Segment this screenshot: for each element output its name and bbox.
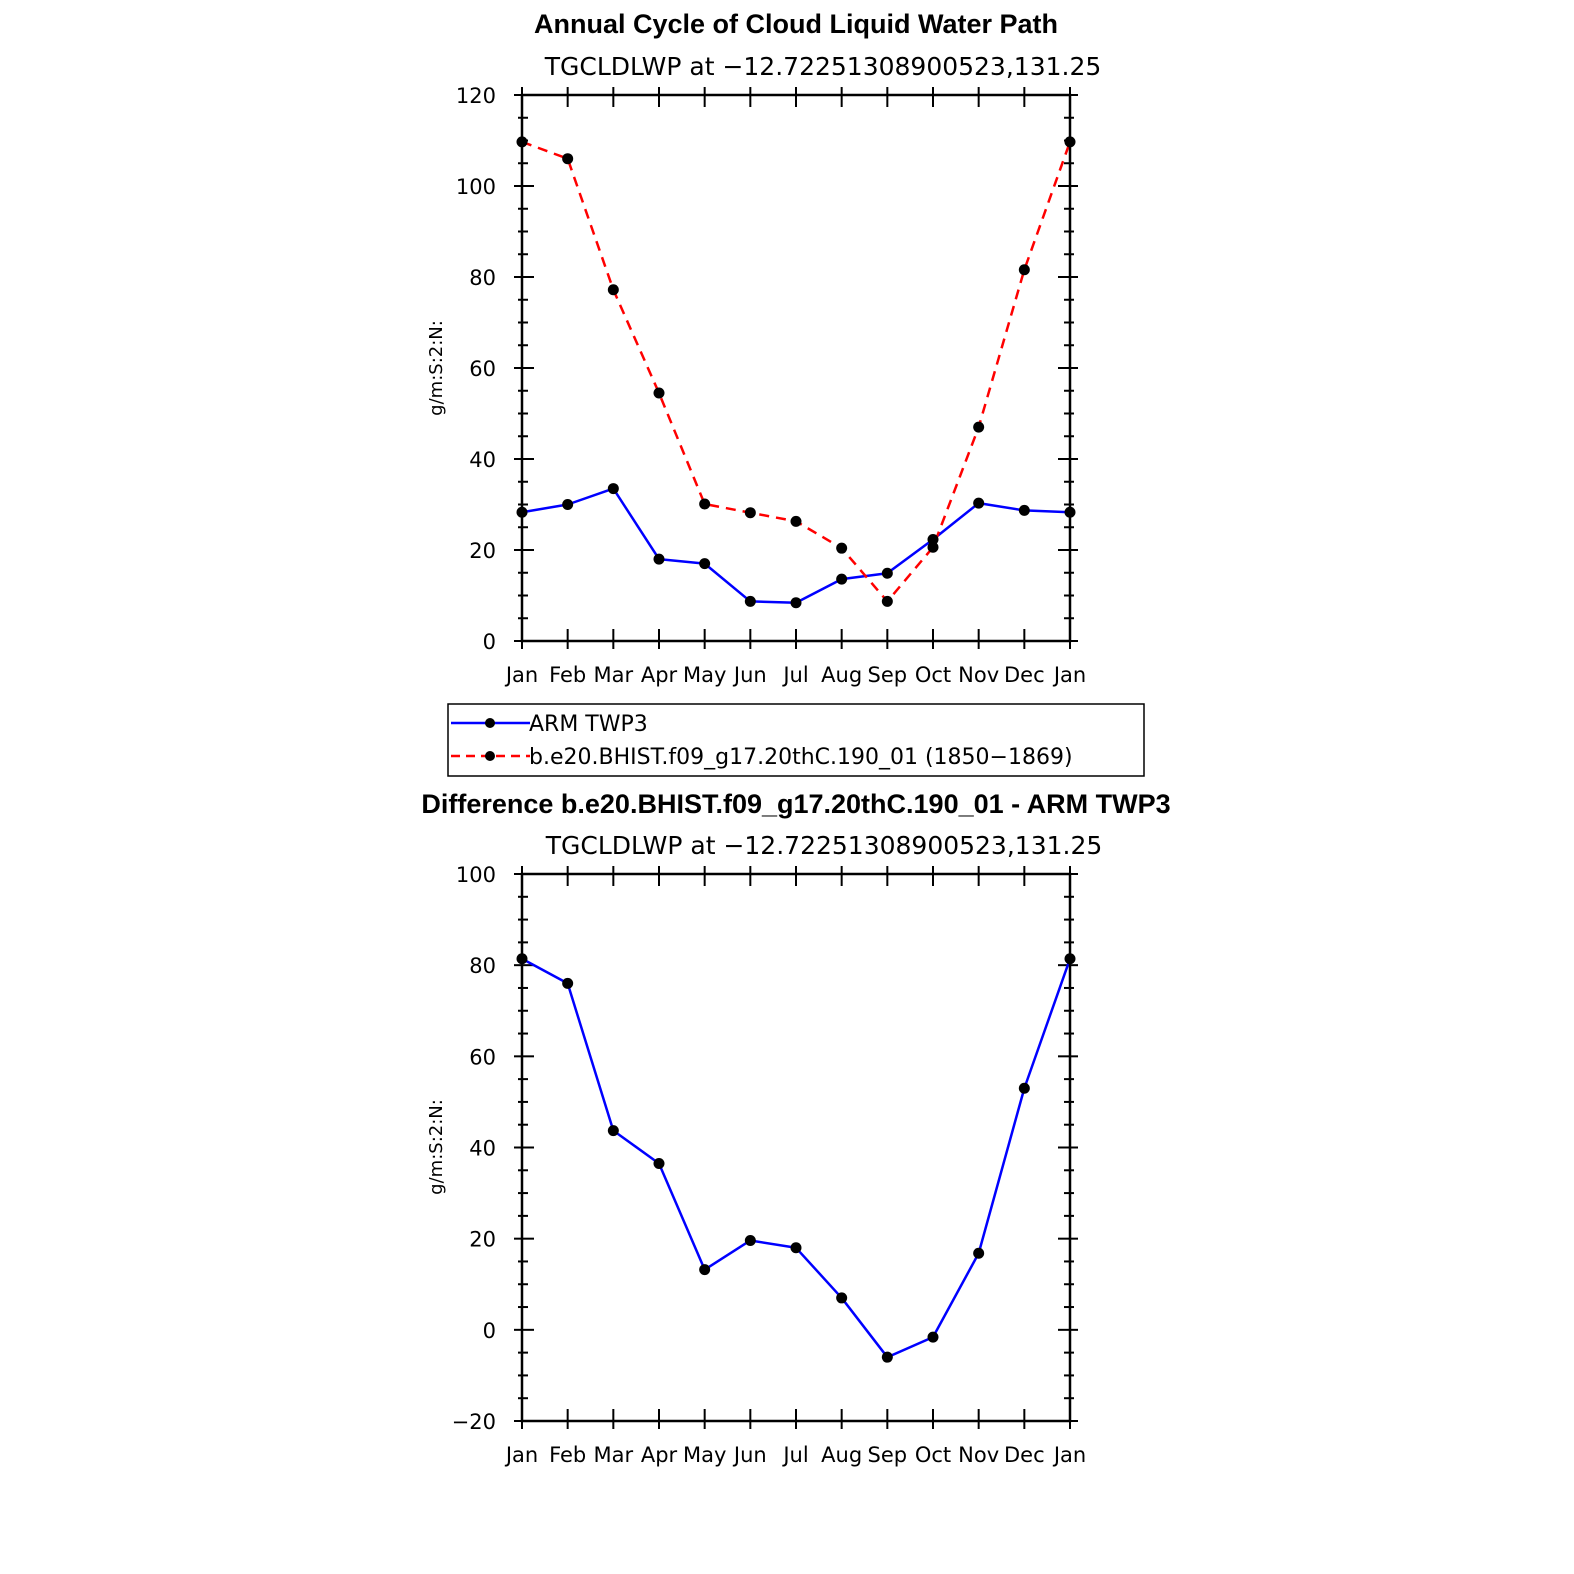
x-tick-label: Jun — [732, 663, 767, 687]
x-tick-label: Feb — [549, 663, 586, 687]
data-point — [607, 284, 619, 296]
data-point — [927, 534, 939, 546]
data-point — [653, 553, 665, 565]
x-tick-label: May — [683, 1443, 726, 1467]
data-point — [699, 558, 711, 570]
data-point — [744, 507, 756, 519]
data-point — [836, 573, 848, 585]
x-tick-label: Mar — [594, 663, 634, 687]
y-tick-label: 40 — [469, 448, 496, 472]
x-tick-label: Feb — [549, 1443, 586, 1467]
data-point — [1018, 1082, 1030, 1094]
data-point — [927, 541, 939, 553]
data-point — [562, 977, 574, 989]
data-point — [836, 1292, 848, 1304]
data-point — [973, 497, 985, 509]
data-point — [607, 1125, 619, 1137]
data-point — [562, 499, 574, 510]
x-tick-label: Jul — [781, 663, 808, 687]
legend: ARM TWP3 b.e20.BHIST.f09_g17.20thC.190_0… — [447, 703, 1145, 777]
y-tick-label: 100 — [456, 175, 496, 199]
x-tick-label: Dec — [1004, 1443, 1045, 1467]
series-line-0 — [521, 957, 1072, 1359]
data-point — [973, 421, 985, 433]
legend-label-model: b.e20.BHIST.f09_g17.20thC.190_01 (1850−1… — [529, 745, 1073, 770]
plot-frame — [520, 93, 1072, 643]
x-tick-label: Jan — [1052, 1443, 1086, 1467]
y-tick-label: 80 — [469, 266, 496, 290]
data-point — [836, 542, 848, 554]
data-point — [653, 387, 665, 399]
chart-title: Annual Cycle of Cloud Liquid Water Path — [534, 9, 1058, 39]
plot-frame — [520, 872, 1072, 1423]
difference-panel: Difference b.e20.BHIST.f09_g17.20thC.190… — [421, 789, 1170, 1467]
data-point — [1018, 504, 1030, 516]
chart-subtitle: TGCLDLWP at −12.72251308900523,131.25 — [544, 52, 1102, 81]
x-tick-label: Nov — [958, 1443, 999, 1467]
x-tick-label: Aug — [821, 1443, 862, 1467]
x-tick-label: Nov — [958, 663, 999, 687]
data-point — [790, 515, 802, 527]
data-point — [653, 1157, 665, 1169]
y-tick-label: 40 — [469, 1137, 496, 1161]
x-tick-label: May — [683, 663, 726, 687]
data-point — [744, 595, 756, 607]
x-tick-label: Jan — [1052, 663, 1086, 687]
data-point — [744, 1234, 756, 1246]
chart-subtitle: TGCLDLWP at −12.72251308900523,131.25 — [545, 831, 1103, 860]
y-tick-label: 60 — [469, 1045, 496, 1069]
data-point — [881, 1351, 893, 1363]
data-point — [927, 1331, 939, 1343]
x-tick-label: Jun — [732, 1443, 767, 1467]
y-tick-label: 20 — [469, 1228, 496, 1252]
data-point — [881, 595, 893, 607]
x-tick-label: Jan — [504, 1443, 538, 1467]
x-tick-label: Dec — [1004, 663, 1045, 687]
y-axis-label: g/m:S:2:N: — [426, 1099, 447, 1195]
x-tick-label: Apr — [641, 663, 678, 687]
series-line-0 — [521, 487, 1071, 605]
x-tick-label: Oct — [915, 1443, 951, 1467]
series-line-1 — [521, 140, 1072, 603]
legend-marker-model — [485, 751, 495, 761]
legend-label-arm: ARM TWP3 — [529, 712, 648, 737]
data-point — [699, 498, 711, 510]
chart-title: Difference b.e20.BHIST.f09_g17.20thC.190… — [421, 789, 1170, 819]
data-point — [607, 483, 619, 495]
x-tick-label: Mar — [594, 1443, 634, 1467]
x-tick-label: Sep — [868, 1443, 908, 1467]
data-point — [562, 153, 574, 165]
data-point — [1018, 264, 1030, 276]
y-tick-label: 60 — [469, 357, 496, 381]
legend-box — [447, 703, 1145, 777]
data-point — [790, 1242, 802, 1254]
x-tick-label: Jan — [504, 663, 538, 687]
annual-cycle-panel: Annual Cycle of Cloud Liquid Water Path … — [426, 9, 1101, 687]
x-tick-label: Jul — [781, 1443, 808, 1467]
data-point — [699, 1264, 711, 1276]
data-point — [790, 597, 802, 609]
y-tick-label: 0 — [483, 630, 496, 654]
y-tick-label: 0 — [483, 1319, 496, 1343]
data-point — [881, 567, 893, 579]
data-point — [973, 1247, 985, 1259]
y-tick-label: 120 — [456, 84, 496, 108]
x-tick-label: Aug — [821, 663, 862, 687]
y-tick-label: 100 — [456, 863, 496, 887]
x-tick-label: Apr — [641, 1443, 678, 1467]
y-tick-label: 20 — [469, 539, 496, 563]
x-tick-label: Sep — [868, 663, 908, 687]
x-tick-label: Oct — [915, 663, 951, 687]
y-tick-label: −20 — [452, 1410, 496, 1434]
y-tick-label: 80 — [469, 954, 496, 978]
y-axis-label: g/m:S:2:N: — [426, 320, 447, 416]
legend-marker-arm — [485, 718, 495, 728]
